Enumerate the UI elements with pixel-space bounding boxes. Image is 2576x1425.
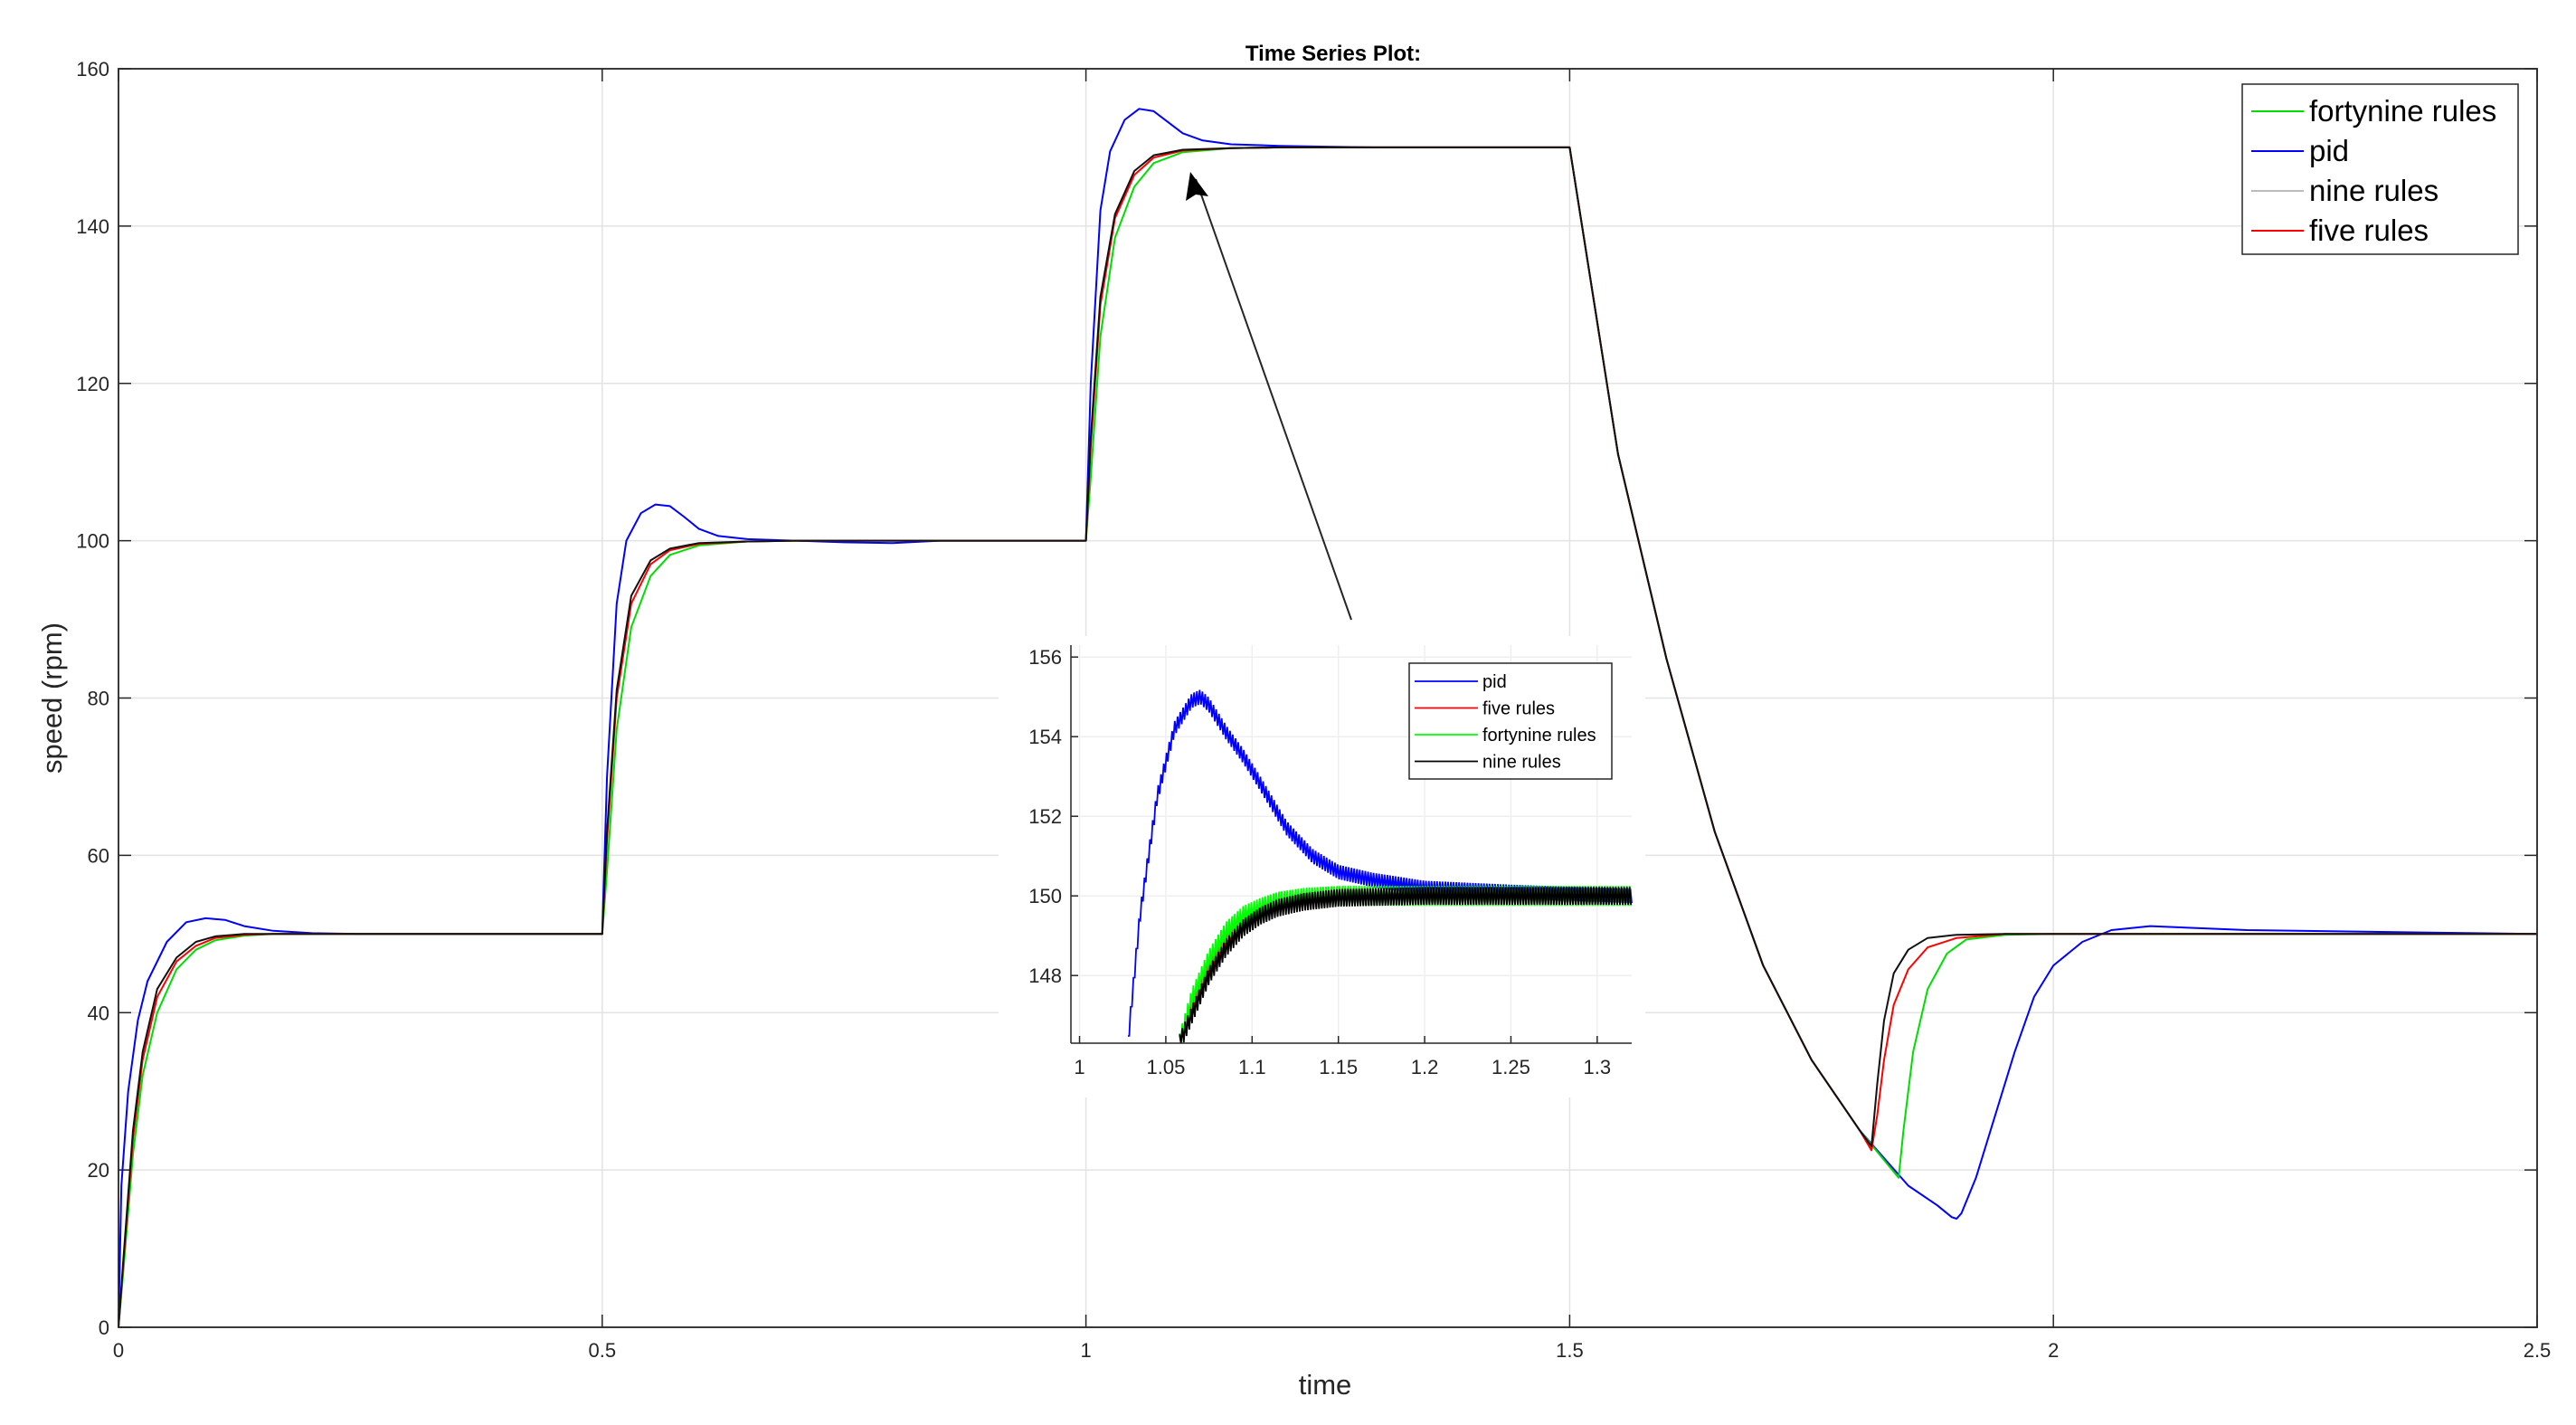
x-axis-label: time: [1299, 1369, 1352, 1401]
inset-y-tick-label: 148: [1028, 964, 1062, 987]
x-tick-label: 0: [113, 1339, 124, 1362]
inset-legend-label-nine-rules: nine rules: [1482, 753, 1561, 773]
legend-label-fortynine-rules: fortynine rules: [2309, 94, 2496, 128]
x-tick-label: 0.5: [589, 1339, 617, 1362]
main-legend[interactable]: fortynine rules pid nine rules five rules: [2241, 83, 2519, 255]
y-tick-label: 60: [88, 844, 109, 867]
inset-x-tick-label: 1.2: [1411, 1056, 1439, 1078]
x-tick-label: 1.5: [1556, 1339, 1584, 1362]
inset-legend-label-fortynine-rules: fortynine rules: [1482, 726, 1596, 746]
inset-legend[interactable]: pid five rules fortynine rules nine rules: [1408, 662, 1613, 780]
inset-series-line-nine-rules: [1179, 887, 1633, 1044]
main-series: [118, 108, 2538, 1328]
y-tick-label: 80: [88, 688, 109, 710]
y-tick-label: 40: [88, 1002, 109, 1024]
main-axes-frame: [118, 68, 2538, 1328]
inset-x-tick-label: 1.25: [1492, 1056, 1530, 1078]
inset-y-tick-label: 156: [1028, 646, 1062, 669]
inset-y-tick-label: 154: [1028, 726, 1062, 748]
x-tick-label: 1: [1080, 1339, 1091, 1362]
inset-y-tick-label: 152: [1028, 805, 1062, 828]
y-tick-label: 100: [76, 530, 109, 553]
chart-title: Time Series Plot:: [1245, 42, 1421, 66]
y-tick-label: 120: [76, 373, 109, 395]
main-ticks: 0 0.5 1 1.5 2 2.5 0 20 40 60 80 100 120 140 160: [76, 58, 2551, 1362]
inset-legend-label-pid: pid: [1482, 672, 1507, 692]
series-line-fortynine-rules: [118, 146, 2537, 1328]
legend-label-nine-rules: nine rules: [2309, 174, 2439, 207]
x-tick-label: 2.5: [2524, 1339, 2552, 1362]
arrow-head: [1186, 172, 1208, 201]
inset-legend-label-five-rules: five rules: [1482, 699, 1555, 719]
inset-x-tick-label: 1: [1074, 1056, 1084, 1078]
inset-y-tick-label: 150: [1028, 885, 1062, 907]
y-tick-label: 160: [76, 58, 109, 81]
inset-x-tick-label: 1.3: [1584, 1056, 1612, 1078]
y-tick-label: 140: [76, 215, 109, 238]
annotation-arrow: [1186, 172, 1352, 621]
inset-chart: 1 1.05 1.1 1.15 1.2 1.25 1.3 148 150 152 154 156 pi…: [999, 636, 1645, 1097]
inset-x-tick-label: 1.15: [1319, 1056, 1358, 1078]
y-tick-label: 0: [99, 1316, 109, 1339]
x-tick-label: 2: [2048, 1339, 2059, 1362]
inset-legend-box: [1408, 662, 1613, 780]
inset-axes-frame: [1070, 645, 1632, 1044]
inset-series: [1127, 689, 1633, 1044]
inset-ticks: 1 1.05 1.1 1.15 1.2 1.25 1.3 148 150 152 154 156: [1028, 646, 1611, 1078]
inset-x-tick-label: 1.1: [1238, 1056, 1266, 1078]
legend-label-five-rules: five rules: [2309, 214, 2429, 247]
series-line-pid: [118, 108, 2538, 1328]
y-axis-label: speed (rpm): [36, 622, 68, 774]
inset-x-tick-label: 1.05: [1147, 1056, 1186, 1078]
legend-label-pid: pid: [2309, 134, 2349, 167]
y-tick-label: 20: [88, 1159, 109, 1182]
series-line-nine-rules: [118, 146, 2537, 1328]
legend-box: [2241, 83, 2519, 255]
